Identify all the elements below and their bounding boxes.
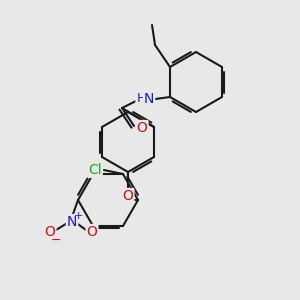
Text: O: O — [136, 121, 148, 135]
Text: Cl: Cl — [88, 163, 102, 177]
Text: −: − — [51, 233, 61, 247]
Text: O: O — [45, 225, 56, 239]
Text: N: N — [67, 215, 77, 229]
Text: H: H — [136, 92, 146, 106]
Text: O: O — [87, 225, 98, 239]
Text: O: O — [123, 189, 134, 203]
Text: +: + — [73, 211, 83, 221]
Text: N: N — [144, 92, 154, 106]
